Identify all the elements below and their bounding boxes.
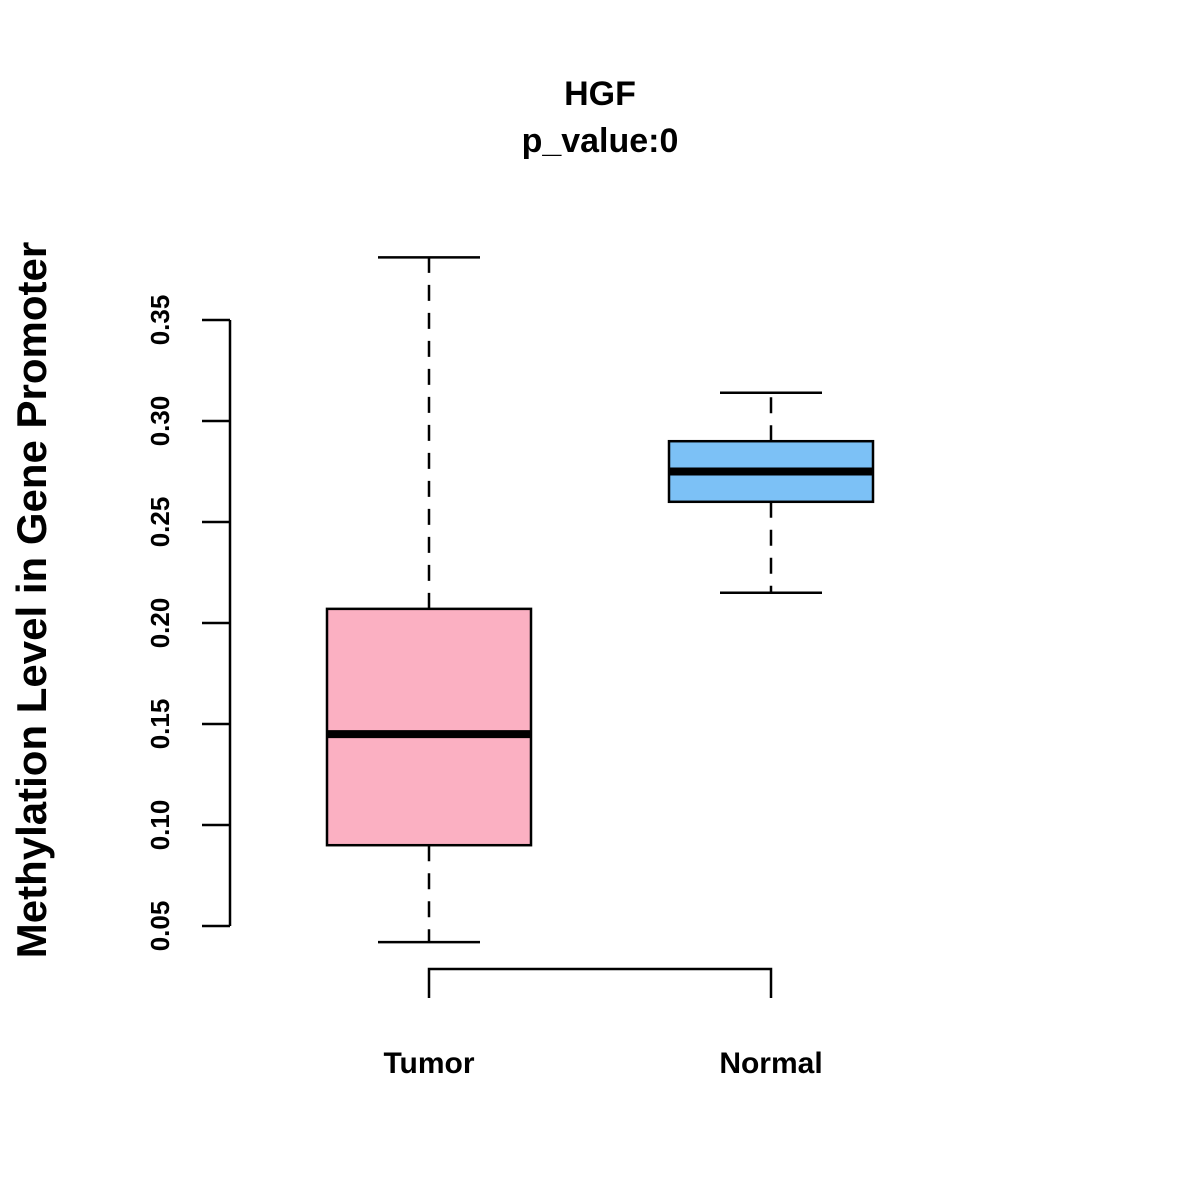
x-tick-label: Tumor xyxy=(383,1047,474,1080)
bracket-line xyxy=(427,967,773,998)
y-tick-label: 0.15 xyxy=(145,699,175,750)
x-tick-labels: Tumor Normal xyxy=(383,1047,822,1080)
chart-title: HGF xyxy=(564,75,636,113)
y-axis: 0.05 0.10 0.15 0.20 0.25 0.30 0.35 xyxy=(145,295,232,952)
y-tick-label: 0.35 xyxy=(145,295,175,346)
y-tick-label: 0.25 xyxy=(145,497,175,548)
comparison-bracket xyxy=(427,967,773,998)
y-tick-label: 0.30 xyxy=(145,396,175,447)
iqr-box xyxy=(325,607,533,847)
chart-subtitle: p_value:0 xyxy=(522,122,679,160)
box-tumor xyxy=(325,256,533,944)
y-tick-label: 0.20 xyxy=(145,598,175,649)
boxes xyxy=(325,256,875,944)
y-tick-label: 0.05 xyxy=(145,901,175,952)
y-axis-label: Methylation Level in Gene Promoter xyxy=(8,242,55,958)
y-tick-label: 0.10 xyxy=(145,800,175,851)
x-tick-label: Normal xyxy=(719,1047,822,1080)
box-normal xyxy=(667,391,875,594)
